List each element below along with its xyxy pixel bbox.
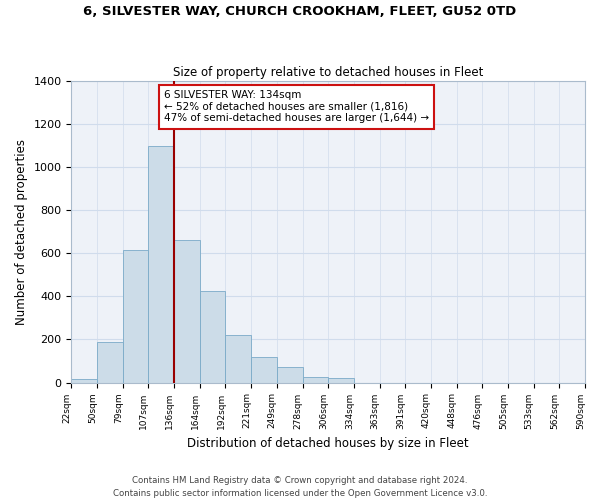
Bar xyxy=(328,378,354,382)
X-axis label: Distribution of detached houses by size in Fleet: Distribution of detached houses by size … xyxy=(187,437,469,450)
Text: 6 SILVESTER WAY: 134sqm
← 52% of detached houses are smaller (1,816)
47% of semi: 6 SILVESTER WAY: 134sqm ← 52% of detache… xyxy=(164,90,429,124)
Bar xyxy=(302,376,328,382)
Bar xyxy=(251,356,277,382)
Y-axis label: Number of detached properties: Number of detached properties xyxy=(15,139,28,325)
Bar xyxy=(97,342,123,382)
Bar xyxy=(277,368,302,382)
Bar xyxy=(226,335,251,382)
Bar xyxy=(174,240,200,382)
Bar xyxy=(200,291,226,382)
Bar xyxy=(71,380,97,382)
Text: 6, SILVESTER WAY, CHURCH CROOKHAM, FLEET, GU52 0TD: 6, SILVESTER WAY, CHURCH CROOKHAM, FLEET… xyxy=(83,5,517,18)
Bar xyxy=(123,250,148,382)
Bar xyxy=(148,146,174,382)
Title: Size of property relative to detached houses in Fleet: Size of property relative to detached ho… xyxy=(173,66,484,78)
Text: Contains HM Land Registry data © Crown copyright and database right 2024.
Contai: Contains HM Land Registry data © Crown c… xyxy=(113,476,487,498)
